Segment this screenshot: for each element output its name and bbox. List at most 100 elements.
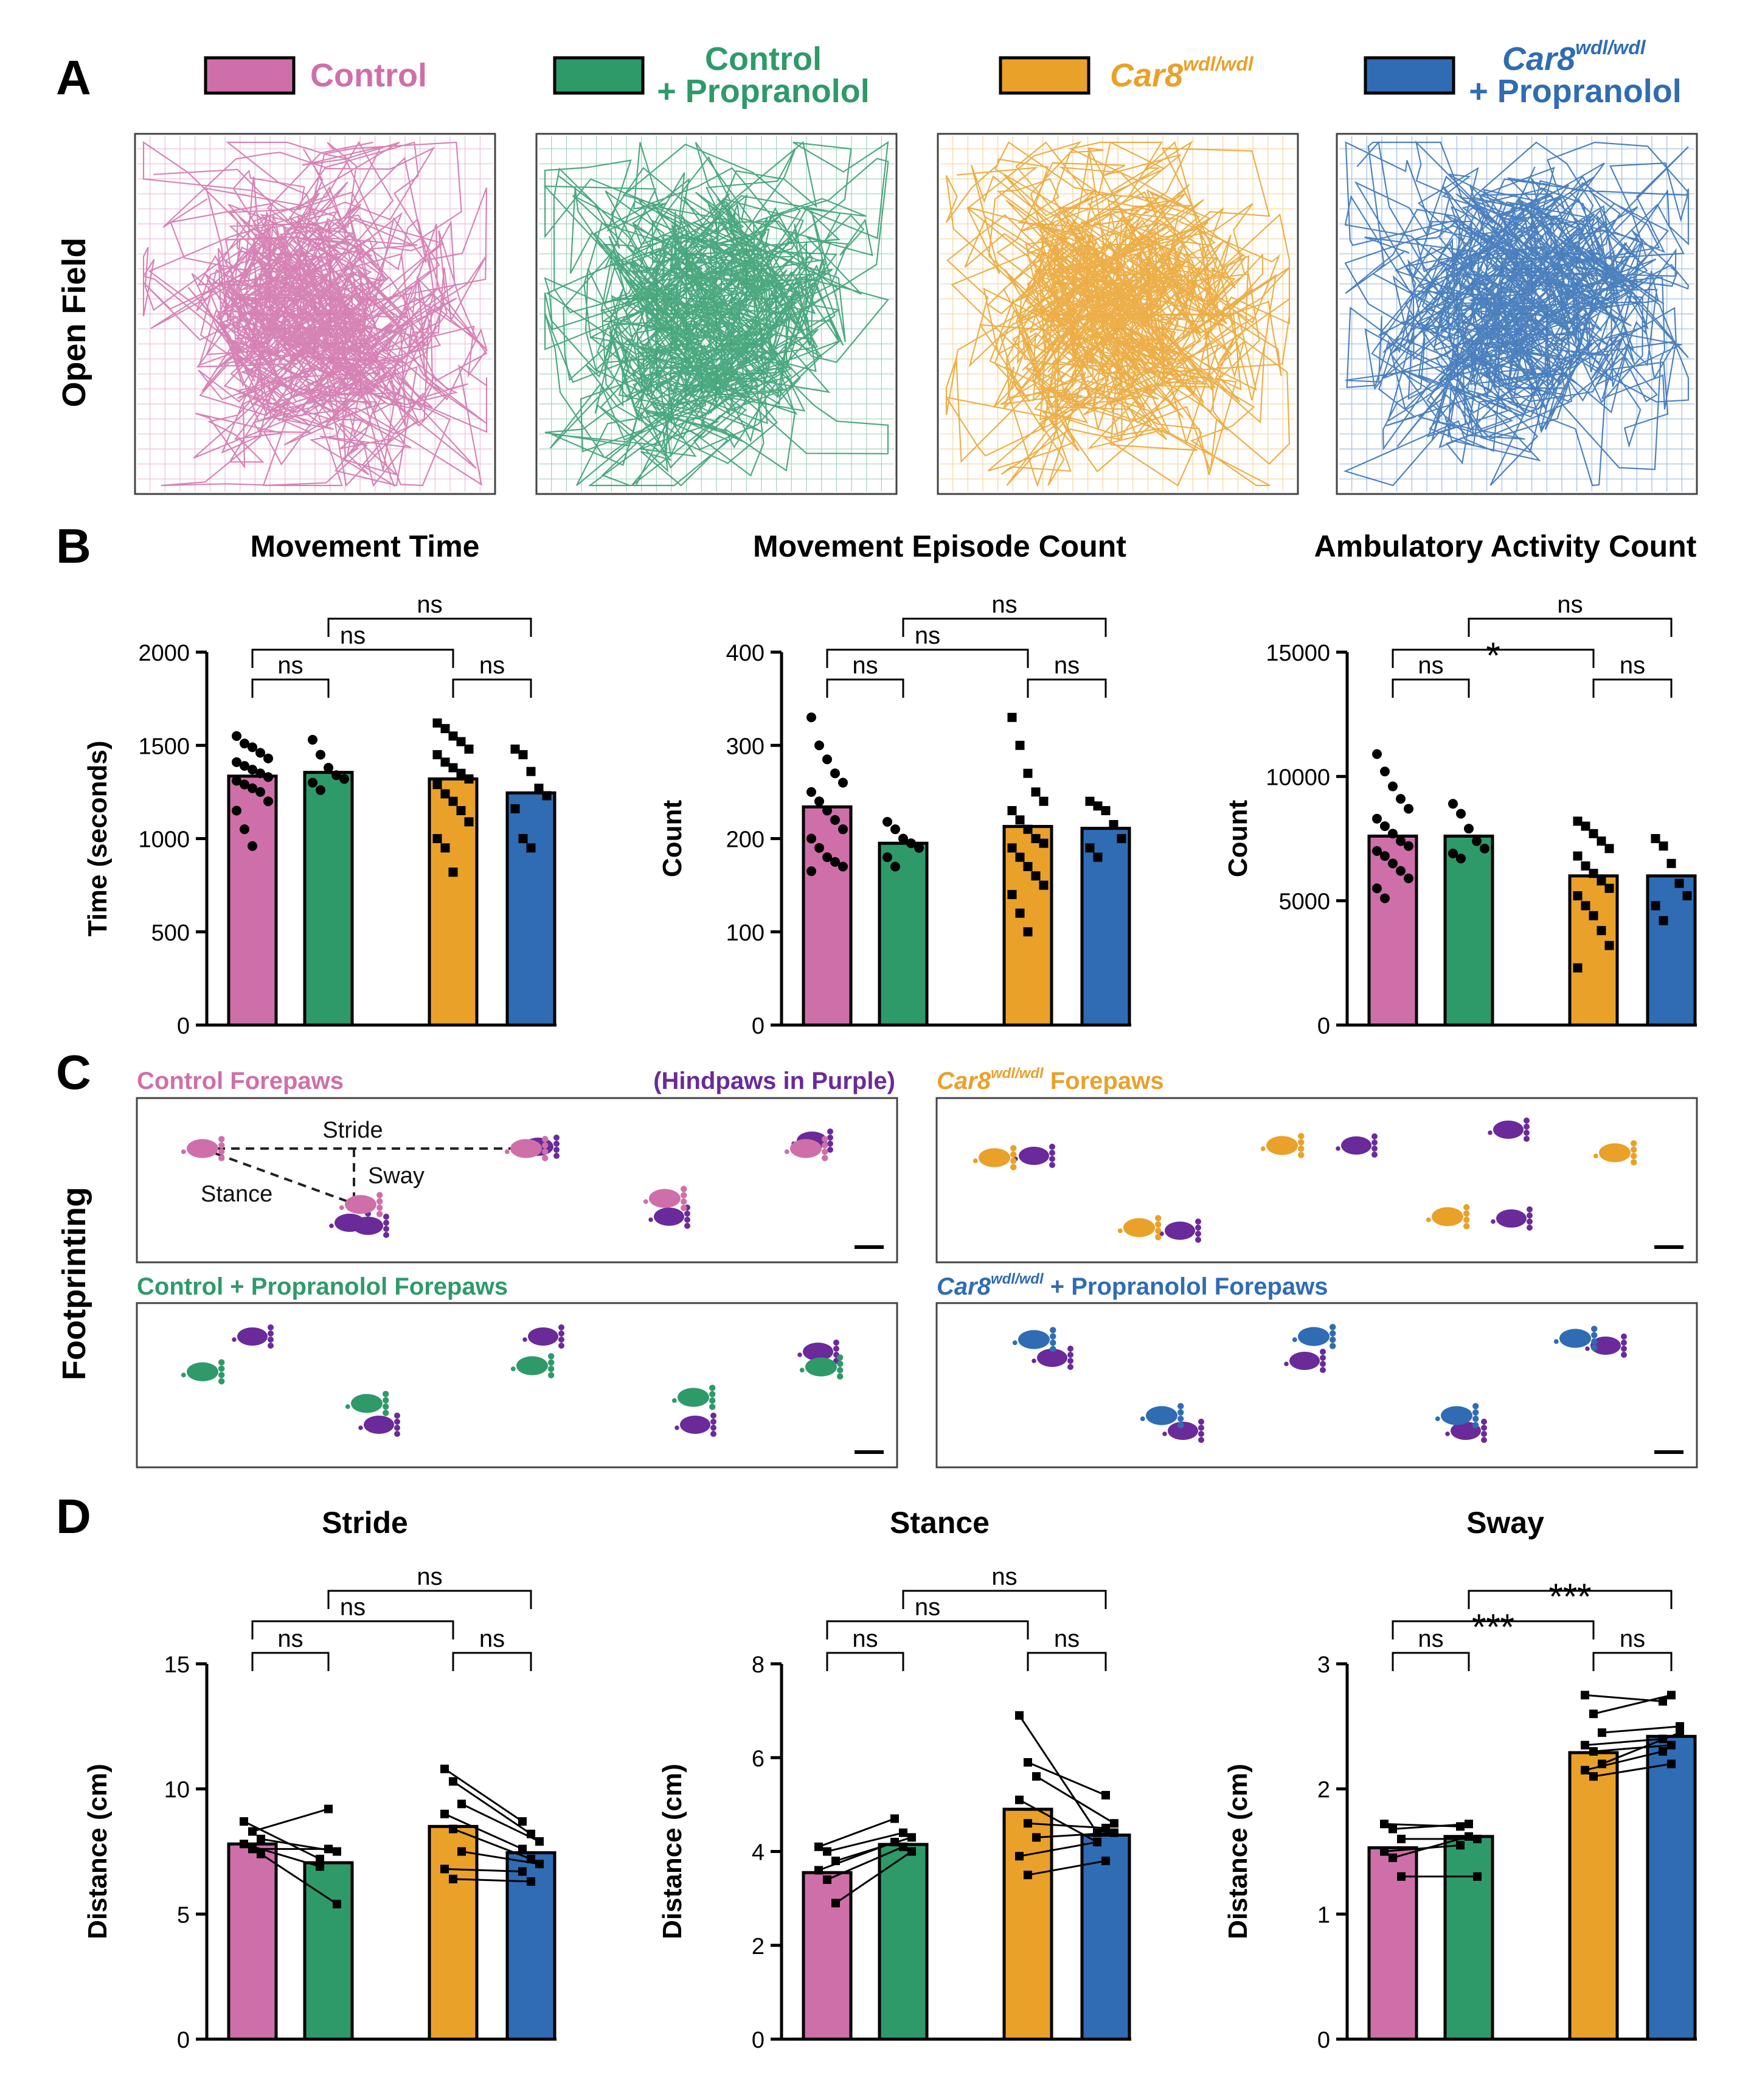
data-point [899, 1842, 907, 1851]
y-tick-label: 0 [177, 2028, 190, 2053]
data-point [1093, 801, 1103, 811]
fp-box-car8 [935, 1097, 1698, 1264]
data-point [1674, 878, 1684, 888]
data-point [316, 1854, 324, 1863]
data-point [1388, 858, 1398, 869]
data-point [248, 765, 257, 775]
data-point [1464, 824, 1474, 834]
chart-stance: Stance Distance (cm) 0 2 4 6 8 ns ns ns ns [657, 1506, 1131, 2053]
data-point [1093, 852, 1103, 862]
paw-print [1159, 1219, 1201, 1243]
paired-line [444, 1768, 523, 1823]
data-point [906, 838, 916, 849]
chart-ambulatory-activity-count: Ambulatory Activity Count Count 0 5000 10000… [1223, 529, 1697, 1039]
open-field-trajectory [142, 141, 488, 487]
data-point [240, 1840, 248, 1849]
y-tick-label: 5 [177, 1902, 190, 1928]
bar-control_prop [1443, 1835, 1494, 2041]
y-tick-label: 10 [164, 1778, 190, 1803]
data-point [1589, 1747, 1598, 1756]
data-point [440, 1764, 449, 1773]
data-point [1651, 834, 1660, 843]
bracket-car8 [1592, 1652, 1673, 1671]
bar-car8_prop [505, 1851, 557, 2041]
data-point [316, 1862, 324, 1871]
data-point [240, 824, 249, 835]
data-point [518, 834, 528, 843]
bar-control [227, 1842, 278, 2041]
data-point [822, 805, 832, 816]
paired-line [444, 1813, 523, 1850]
bracket-control-label: ns [852, 652, 878, 679]
data-point [232, 805, 241, 816]
data-point [1039, 838, 1049, 848]
paired-line [1027, 1761, 1106, 1796]
paw-print [358, 1413, 400, 1437]
data-point [806, 712, 816, 723]
bracket-control-label: ns [1418, 652, 1443, 679]
paired-line [818, 1818, 895, 1848]
paw-print [1284, 1349, 1326, 1373]
y-axis-label: Distance (cm) [657, 1764, 687, 1939]
data-point [882, 816, 892, 827]
bracket-control [251, 678, 330, 698]
paw-print [1426, 1204, 1470, 1229]
data-point [1093, 1828, 1101, 1837]
data-point [1015, 740, 1025, 750]
data-point [806, 866, 816, 877]
open-field-control [134, 133, 496, 495]
bracket-control [826, 678, 904, 698]
bar-control_prop [1443, 834, 1494, 1027]
data-point [1015, 815, 1025, 825]
data-point [1465, 1820, 1473, 1829]
data-point [814, 843, 824, 853]
paired-line [1593, 1744, 1672, 1753]
data-point [1093, 1838, 1101, 1847]
fp-car8-prop-sup: wdl/wdl [991, 1271, 1044, 1287]
legend-swatch-control-propranolol [553, 56, 645, 95]
bar-car8 [1002, 1807, 1053, 2041]
paw-print [181, 1136, 225, 1161]
data-point [1023, 927, 1033, 937]
data-point [534, 784, 544, 793]
data-point [1659, 916, 1668, 925]
data-point [1666, 858, 1676, 868]
data-point [1380, 1847, 1389, 1856]
data-point [1667, 1740, 1676, 1750]
y-tick-label: 15000 [1266, 641, 1330, 666]
legend-label-control: Control [310, 57, 427, 94]
data-point [449, 1874, 457, 1883]
bar-control [802, 1871, 853, 2041]
data-point [1015, 1852, 1024, 1861]
sway-label: Sway [368, 1163, 425, 1189]
data-point [1456, 808, 1466, 819]
paw-print [1491, 1206, 1533, 1231]
bracket-car8-label: ns [1620, 652, 1645, 679]
chart-title: Movement Time [251, 529, 480, 563]
data-point [1389, 1853, 1397, 1862]
fp-annotation: Stride Stance Sway [201, 1118, 522, 1207]
bracket-control-label: ns [1418, 1625, 1443, 1652]
data-point [1110, 1828, 1118, 1837]
bracket-control-vs-car8 [251, 648, 454, 668]
paw-print [510, 1353, 555, 1379]
stance-line [201, 1147, 353, 1205]
data-point [1589, 911, 1598, 920]
data-point [1372, 846, 1382, 856]
bar-car8_prop [1080, 1834, 1131, 2041]
data-point [448, 796, 458, 806]
data-point [1676, 1728, 1684, 1737]
legend-label-control-propranolol-1: Control [705, 41, 822, 77]
data-point [518, 1844, 527, 1854]
y-axis-label: Distance (cm) [83, 1764, 113, 1939]
paw-print [522, 1324, 564, 1349]
data-point [1023, 861, 1033, 871]
data-point [448, 763, 458, 773]
data-point [1031, 834, 1041, 843]
bracket-propranolol [1468, 617, 1673, 637]
bracket-control [826, 1652, 904, 1671]
data-point [432, 718, 442, 728]
y-axis-label: Count [1223, 800, 1253, 877]
data-point [440, 1809, 449, 1818]
paw-print [1260, 1133, 1305, 1158]
